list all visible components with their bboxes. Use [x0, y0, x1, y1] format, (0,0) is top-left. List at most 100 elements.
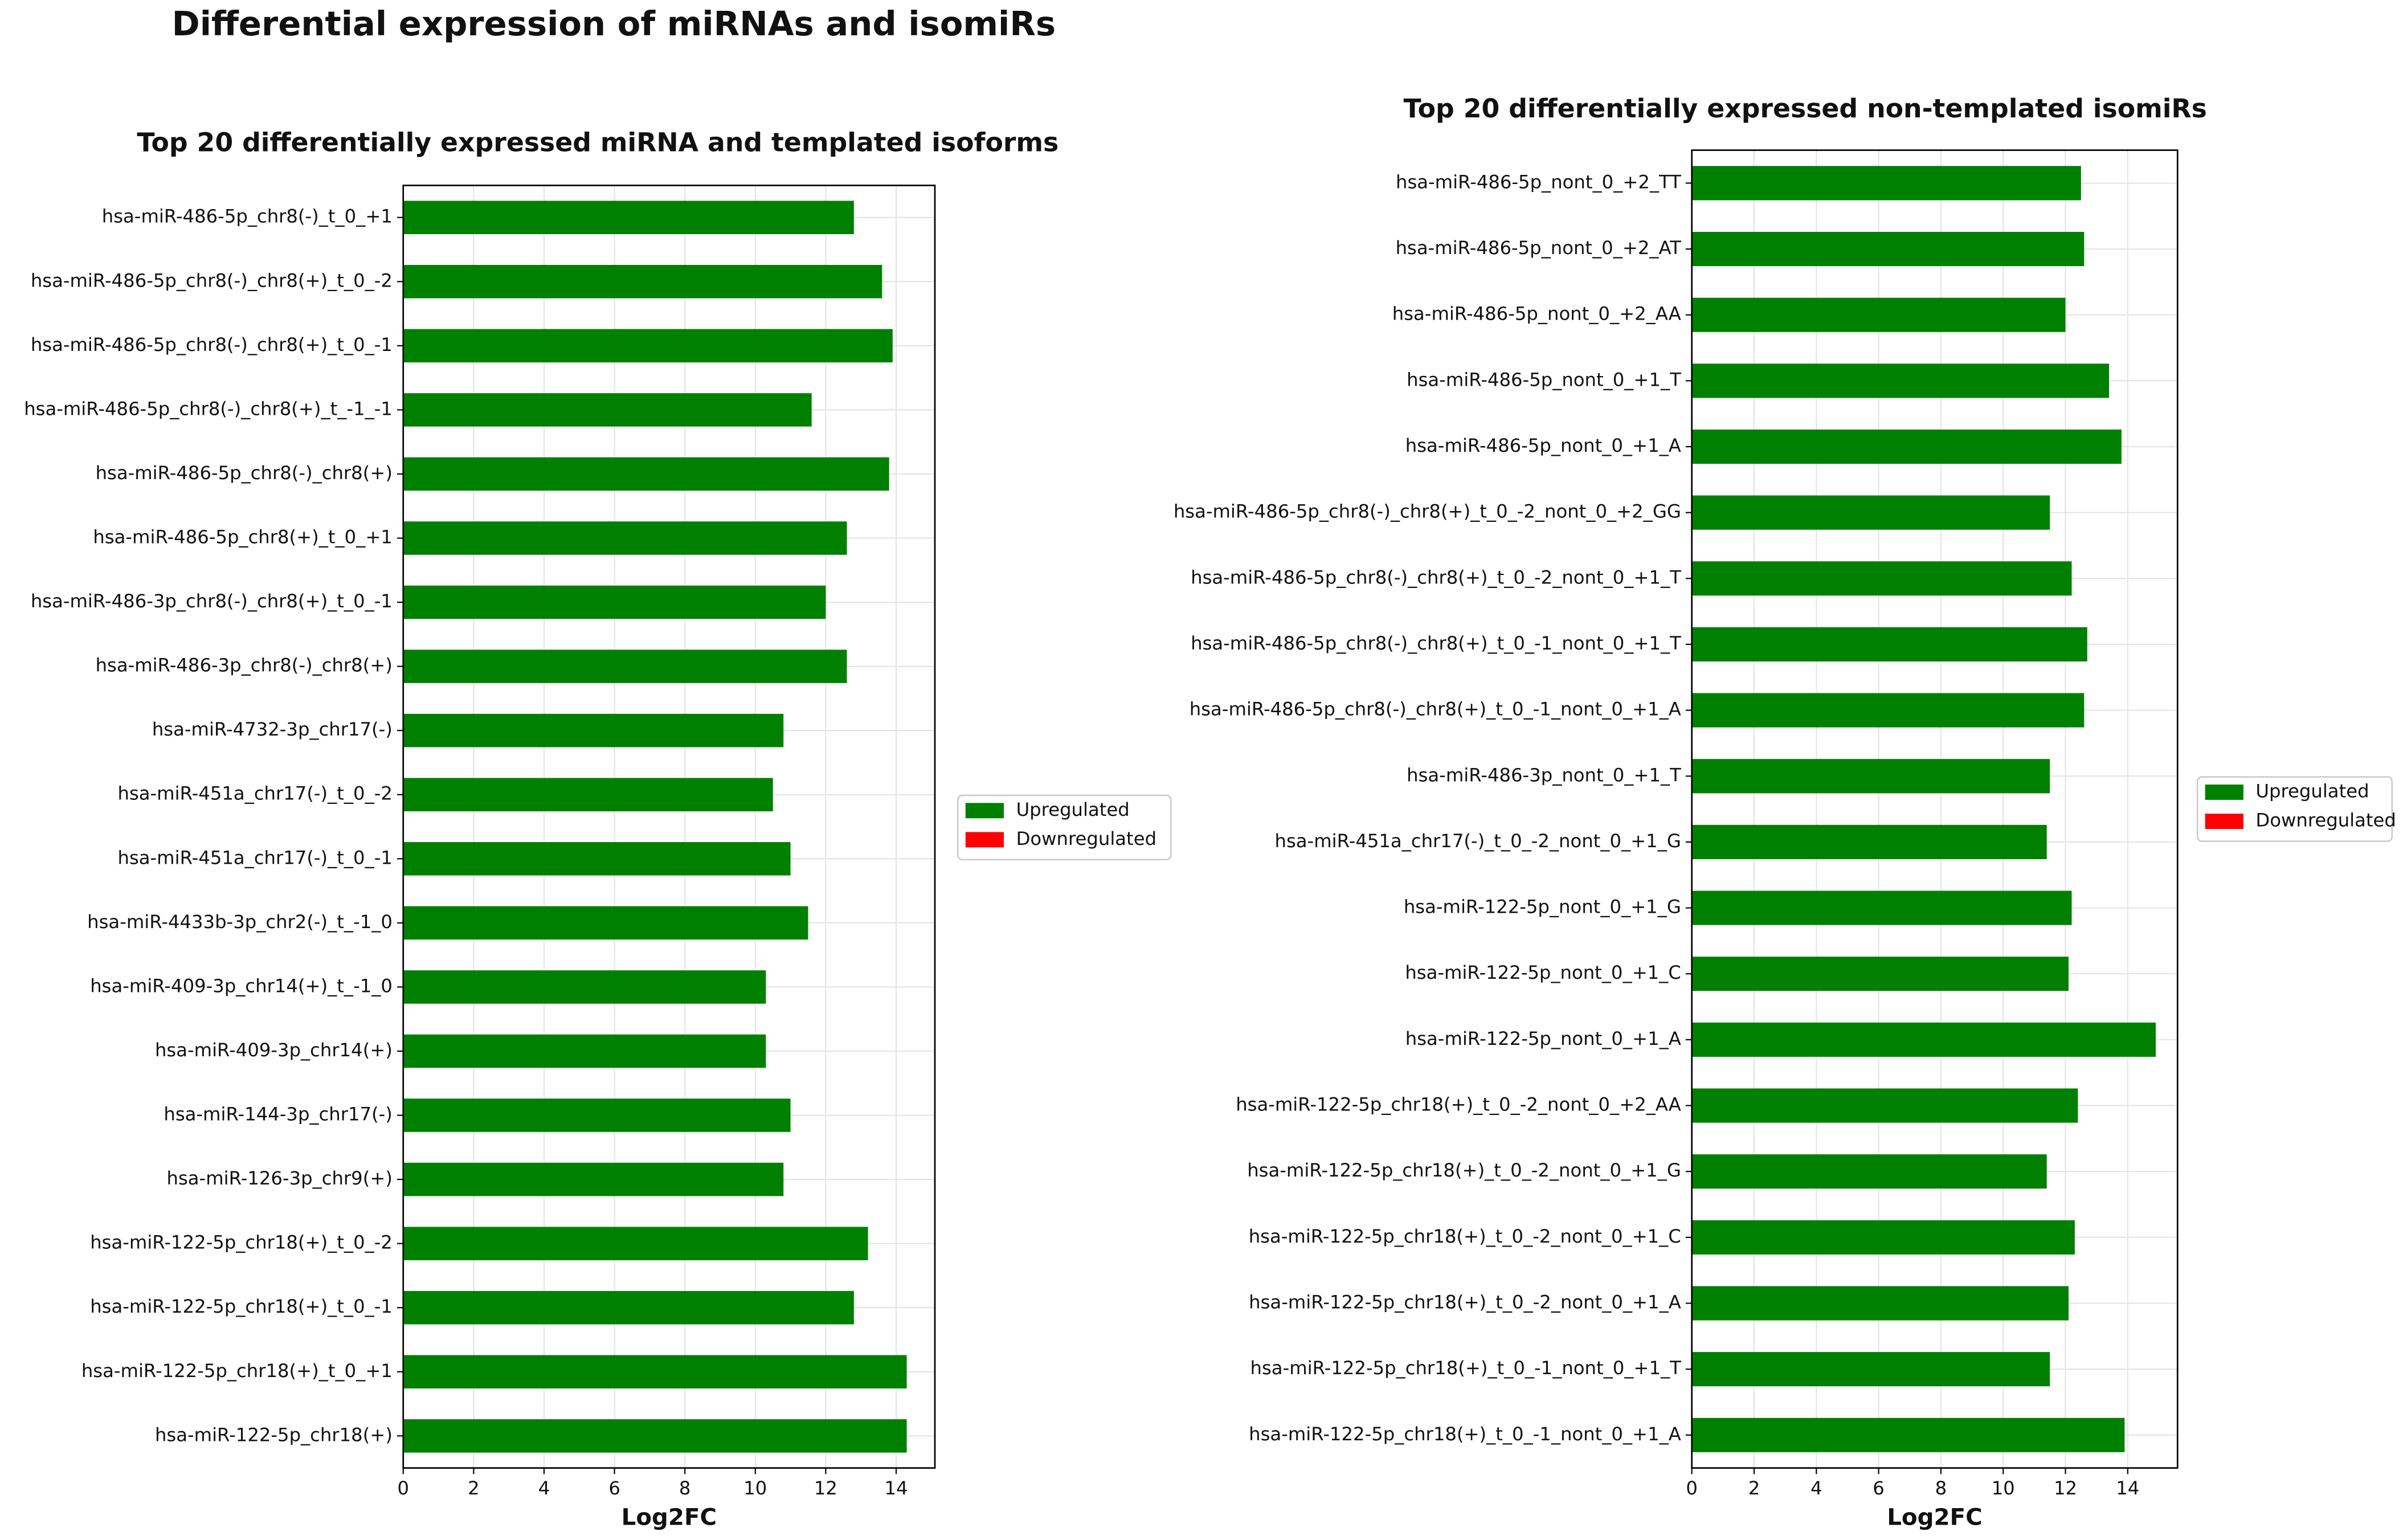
x-tick-label: 6: [1873, 1477, 1885, 1499]
y-tick-label: hsa-miR-126-3p_chr9(+): [167, 1167, 393, 1189]
y-tick-label: hsa-miR-486-5p_nont_0_+1_A: [1405, 435, 1681, 456]
y-tick-label: hsa-miR-486-5p_chr8(-)_chr8(+)_t_0_-2: [31, 269, 393, 291]
legend-label: Downregulated: [2255, 810, 2396, 831]
bar: [403, 1162, 784, 1196]
y-tick-label: hsa-miR-486-5p_nont_0_+2_AA: [1392, 303, 1681, 325]
bar: [403, 778, 773, 811]
legend-swatch: [965, 832, 1004, 848]
bar: [403, 970, 766, 1004]
x-tick-label: 0: [1686, 1477, 1698, 1499]
bar: [403, 1227, 868, 1260]
bar: [403, 265, 882, 299]
bar: [403, 201, 854, 234]
x-tick-label: 0: [397, 1477, 409, 1499]
y-tick-label: hsa-miR-144-3p_chr17(-): [164, 1104, 393, 1125]
bar: [403, 650, 847, 683]
y-tick-label: hsa-miR-122-5p_chr18(+)_t_0_-1_nont_0_+1…: [1250, 1357, 1682, 1379]
y-tick-label: hsa-miR-122-5p_nont_0_+1_G: [1404, 896, 1681, 918]
bar: [1691, 1154, 2047, 1189]
bar: [1691, 561, 2072, 596]
bar: [1691, 957, 2069, 991]
bar: [403, 585, 826, 619]
y-tick-label: hsa-miR-122-5p_chr18(+)_t_0_-2_nont_0_+1…: [1249, 1226, 1681, 1247]
y-tick-label: hsa-miR-409-3p_chr14(+)_t_-1_0: [90, 975, 393, 996]
bar: [403, 713, 784, 747]
y-tick-label: hsa-miR-486-5p_chr8(+)_t_0_+1: [93, 526, 393, 548]
bar: [1691, 890, 2072, 925]
chart-title: Top 20 differentially expressed miRNA an…: [137, 127, 1059, 157]
y-tick-label: hsa-miR-486-3p_chr8(-)_chr8(+): [96, 655, 393, 676]
y-tick-label: hsa-miR-122-5p_chr18(+)_t_0_-2_nont_0_+2…: [1236, 1094, 1681, 1116]
bar: [1691, 824, 2047, 859]
bar: [1691, 1022, 2156, 1057]
bar: [1691, 627, 2087, 662]
y-tick-label: hsa-miR-122-5p_chr18(+)_t_0_-2_nont_0_+1…: [1249, 1291, 1681, 1313]
bar: [1691, 495, 2050, 530]
y-tick-label: hsa-miR-122-5p_chr18(+)_t_0_-1: [90, 1296, 393, 1317]
plot-frame: [402, 185, 936, 1469]
x-tick-label: 4: [538, 1477, 550, 1499]
bar: [403, 329, 893, 363]
bar: [1691, 1418, 2125, 1452]
x-tick-label: 10: [1992, 1477, 2015, 1499]
bar: [403, 1355, 907, 1389]
bar: [1691, 231, 2085, 267]
y-tick-label: hsa-miR-486-5p_chr8(-)_chr8(+)_t_0_-1_no…: [1191, 632, 1681, 654]
y-tick-label: hsa-miR-451a_chr17(-)_t_0_-1: [118, 847, 393, 868]
y-tick-label: hsa-miR-486-5p_chr8(-)_chr8(+)_t_0_-2_no…: [1191, 566, 1681, 588]
y-tick-label: hsa-miR-486-5p_chr8(-)_chr8(+)_t_0_-1_no…: [1190, 698, 1681, 720]
y-tick-label: hsa-miR-486-3p_nont_0_+1_T: [1407, 764, 1681, 786]
x-tick-label: 14: [884, 1477, 908, 1499]
bar: [1691, 759, 2050, 794]
x-tick-label: 2: [1748, 1477, 1760, 1499]
y-tick-label: hsa-miR-4433b-3p_chr2(-)_t_-1_0: [87, 911, 393, 933]
y-tick-label: hsa-miR-486-5p_nont_0_+2_TT: [1396, 171, 1681, 193]
y-tick-label: hsa-miR-4732-3p_chr17(-): [152, 718, 393, 740]
bar: [1691, 1352, 2050, 1387]
bar: [403, 457, 889, 491]
x-tick-label: 12: [2054, 1477, 2077, 1499]
bar: [1691, 363, 2110, 398]
y-tick-label: hsa-miR-486-5p_nont_0_+2_AT: [1396, 237, 1682, 259]
x-tick-label: 6: [608, 1477, 620, 1499]
figure-title: Differential expression of miRNAs and is…: [172, 4, 1056, 43]
y-tick-label: hsa-miR-486-5p_chr8(-)_chr8(+)_t_0_-1: [31, 334, 393, 356]
y-tick-label: hsa-miR-451a_chr17(-)_t_0_-2: [118, 783, 393, 804]
bar: [403, 393, 812, 427]
y-tick-label: hsa-miR-122-5p_chr18(+): [155, 1424, 393, 1445]
y-tick-label: hsa-miR-122-5p_chr18(+)_t_0_+1: [81, 1360, 393, 1382]
bar: [1691, 1088, 2078, 1123]
y-tick-label: hsa-miR-486-5p_chr8(-)_chr8(+)_t_0_-2_no…: [1174, 501, 1681, 522]
bar: [1691, 1220, 2075, 1255]
y-tick-label: hsa-miR-486-5p_chr8(-)_t_0_+1: [102, 206, 393, 227]
bar: [1691, 166, 2081, 201]
legend-label: Upregulated: [2255, 780, 2369, 802]
y-tick-label: hsa-miR-122-5p_chr18(+)_t_0_-1_nont_0_+1…: [1249, 1423, 1681, 1445]
bar: [403, 1098, 791, 1132]
x-axis-label: Log2FC: [1887, 1504, 1982, 1530]
y-tick-label: hsa-miR-122-5p_nont_0_+1_C: [1405, 962, 1681, 983]
chart-title: Top 20 differentially expressed non-temp…: [1404, 93, 2207, 124]
y-tick-label: hsa-miR-122-5p_nont_0_+1_A: [1405, 1028, 1681, 1049]
bar: [403, 1419, 907, 1453]
y-tick-label: hsa-miR-122-5p_chr18(+)_t_0_-2_nont_0_+1…: [1247, 1159, 1681, 1181]
x-tick-label: 14: [2116, 1477, 2139, 1499]
bar: [1691, 297, 2066, 332]
legend-swatch: [2205, 785, 2243, 800]
x-tick-label: 10: [743, 1477, 767, 1499]
x-tick-label: 2: [468, 1477, 480, 1499]
x-tick-label: 4: [1811, 1477, 1822, 1499]
y-tick-label: hsa-miR-409-3p_chr14(+): [155, 1039, 393, 1061]
legend-box: [2196, 776, 2393, 842]
bar: [1691, 693, 2085, 728]
y-tick-label: hsa-miR-486-5p_chr8(-)_chr8(+)_t_-1_-1: [24, 398, 393, 419]
bar: [403, 906, 808, 940]
plot-frame: [1691, 149, 2179, 1469]
bar: [403, 1034, 766, 1068]
legend-swatch: [2205, 814, 2243, 830]
y-tick-label: hsa-miR-122-5p_chr18(+)_t_0_-2: [90, 1232, 393, 1253]
bar: [1691, 429, 2122, 464]
x-tick-label: 8: [679, 1477, 691, 1499]
